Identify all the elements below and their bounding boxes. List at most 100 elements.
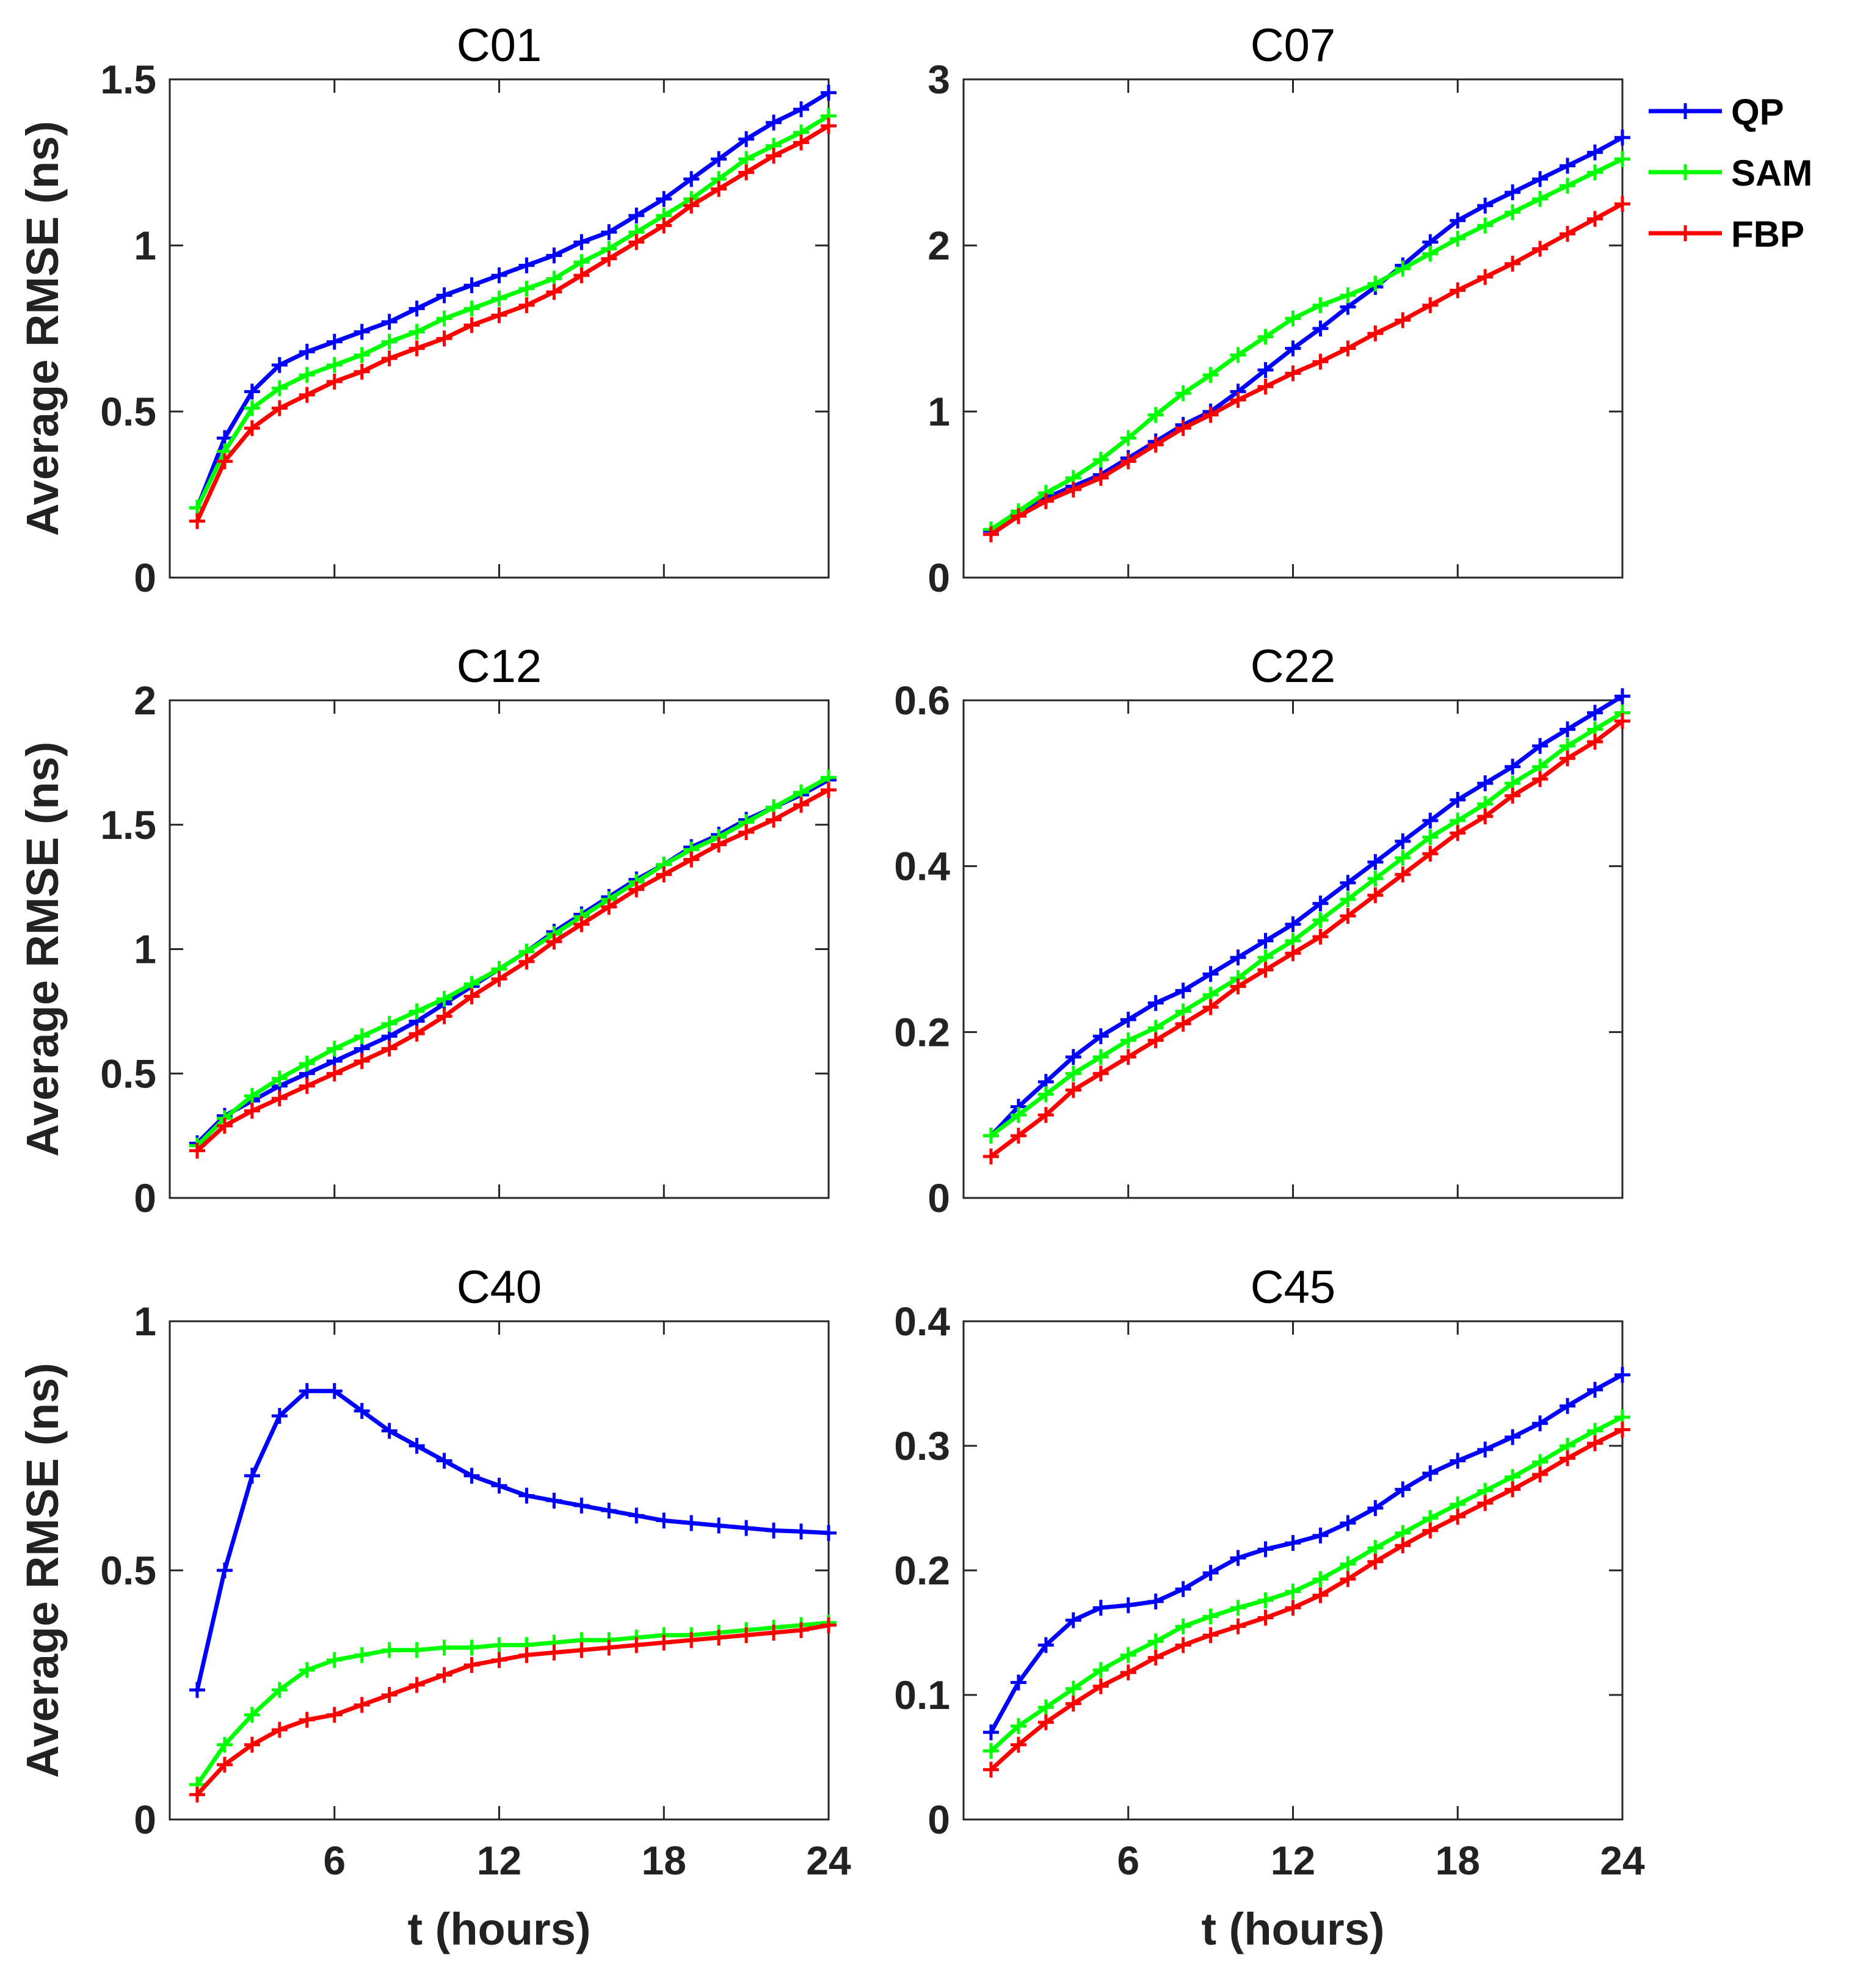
data-point-fbp	[1422, 846, 1439, 862]
x-axis-label: t (hours)	[1201, 1904, 1384, 1954]
data-point-fbp	[1560, 750, 1576, 767]
data-point-fbp	[1587, 733, 1603, 750]
data-point-fbp	[381, 350, 398, 366]
data-point-qp	[1614, 1366, 1630, 1383]
data-point-fbp	[656, 217, 672, 234]
data-point-qp	[738, 131, 755, 147]
data-point-sam	[299, 1662, 315, 1678]
data-point-fbp	[1614, 713, 1630, 729]
data-point-sam	[1422, 829, 1439, 846]
data-point-sam	[982, 1128, 999, 1144]
data-point-fbp	[766, 148, 782, 164]
data-point-fbp	[518, 953, 535, 970]
data-point-qp	[1614, 688, 1630, 705]
data-point-fbp	[711, 181, 727, 197]
x-tick-label: 12	[477, 1838, 521, 1883]
data-point-sam	[1285, 1583, 1301, 1600]
data-point-fbp	[299, 1711, 315, 1728]
data-point-sam	[1312, 297, 1329, 313]
data-point-fbp	[244, 1736, 260, 1753]
data-point-sam	[1477, 217, 1494, 234]
data-point-fbp	[601, 250, 617, 267]
data-point-sam	[409, 1642, 425, 1658]
data-point-fbp	[1092, 470, 1109, 486]
data-point-qp	[711, 1517, 727, 1534]
data-point-sam	[463, 300, 480, 317]
data-point-fbp	[189, 513, 205, 529]
data-point-fbp	[821, 1617, 837, 1633]
data-point-sam	[1312, 912, 1329, 928]
legend-entry-qp: QP	[1649, 92, 1784, 132]
data-point-fbp	[299, 386, 315, 403]
data-point-sam	[436, 1639, 452, 1656]
data-point-fbp	[1147, 1649, 1164, 1666]
data-point-fbp	[1065, 481, 1081, 498]
data-point-fbp	[1505, 1481, 1521, 1498]
data-point-qp	[1367, 1500, 1384, 1516]
data-point-fbp	[1285, 1600, 1301, 1616]
data-point-fbp	[1587, 1435, 1603, 1451]
data-point-fbp	[1532, 241, 1549, 257]
data-point-qp	[1202, 1565, 1219, 1581]
data-point-fbp	[1175, 420, 1191, 437]
data-point-fbp	[216, 1117, 233, 1134]
data-point-sam	[1010, 1718, 1026, 1734]
data-point-qp	[1092, 1028, 1109, 1045]
data-point-sam	[1092, 1049, 1109, 1065]
data-point-sam	[1010, 1107, 1026, 1123]
data-point-fbp	[628, 234, 645, 250]
data-point-qp	[216, 430, 233, 446]
axes-box	[169, 1320, 830, 1821]
y-tick-label: 1	[928, 389, 950, 434]
data-point-qp	[326, 1383, 343, 1399]
data-point-sam	[1092, 451, 1109, 468]
data-point-sam	[1202, 1608, 1219, 1625]
y-axis-label: Average RMSE (ns)	[17, 742, 68, 1157]
data-point-qp	[683, 171, 700, 187]
x-tick-label: 12	[1271, 1838, 1315, 1883]
data-point-qp	[1395, 1481, 1411, 1498]
data-point-qp	[1257, 932, 1274, 949]
data-point-qp	[463, 1467, 480, 1484]
data-point-qp	[1505, 184, 1521, 200]
data-point-sam	[244, 1707, 260, 1723]
series-line-fbp	[989, 1428, 1624, 1771]
data-point-fbp	[354, 1697, 370, 1713]
data-point-qp	[1532, 171, 1549, 187]
y-axis-label: Average RMSE (ns)	[17, 121, 68, 536]
axes-box	[962, 1320, 1624, 1821]
data-point-qp	[656, 1512, 672, 1529]
data-point-sam	[409, 324, 425, 340]
data-point-fbp	[436, 330, 452, 347]
data-point-fbp	[1450, 1509, 1466, 1525]
y-tick-label: 1	[134, 927, 156, 972]
data-point-sam	[1395, 261, 1411, 277]
data-point-fbp	[1175, 1637, 1191, 1653]
y-tick-label: 0.4	[894, 844, 950, 889]
data-point-fbp	[1340, 340, 1356, 357]
data-point-qp	[299, 344, 315, 360]
data-point-fbp	[1092, 1678, 1109, 1694]
data-point-sam	[1230, 1600, 1246, 1616]
data-point-qp	[518, 257, 535, 274]
data-point-fbp	[738, 164, 755, 181]
data-point-qp	[628, 208, 645, 224]
data-point-qp	[1202, 966, 1219, 982]
data-point-fbp	[1422, 297, 1439, 313]
y-tick-label: 0.1	[894, 1672, 950, 1718]
data-point-fbp	[299, 1078, 315, 1094]
data-point-fbp	[683, 1632, 700, 1649]
panel-title: C45	[1251, 1261, 1335, 1313]
y-tick-label: 0	[134, 1797, 156, 1842]
data-point-fbp	[326, 374, 343, 390]
data-point-qp	[1450, 1453, 1466, 1469]
data-point-qp	[463, 277, 480, 294]
data-point-fbp	[1120, 1664, 1136, 1681]
data-point-fbp	[326, 1707, 343, 1723]
panel-c12: C12 0 0.5 1 1.5 2 Average RMSE (ns)	[17, 640, 837, 1221]
panel-c22: C22 0 0.2 0.4 0.6	[894, 640, 1630, 1221]
data-point-qp	[766, 114, 782, 131]
data-point-qp	[766, 1522, 782, 1539]
data-point-sam	[271, 1070, 288, 1087]
data-point-fbp	[628, 1637, 645, 1653]
